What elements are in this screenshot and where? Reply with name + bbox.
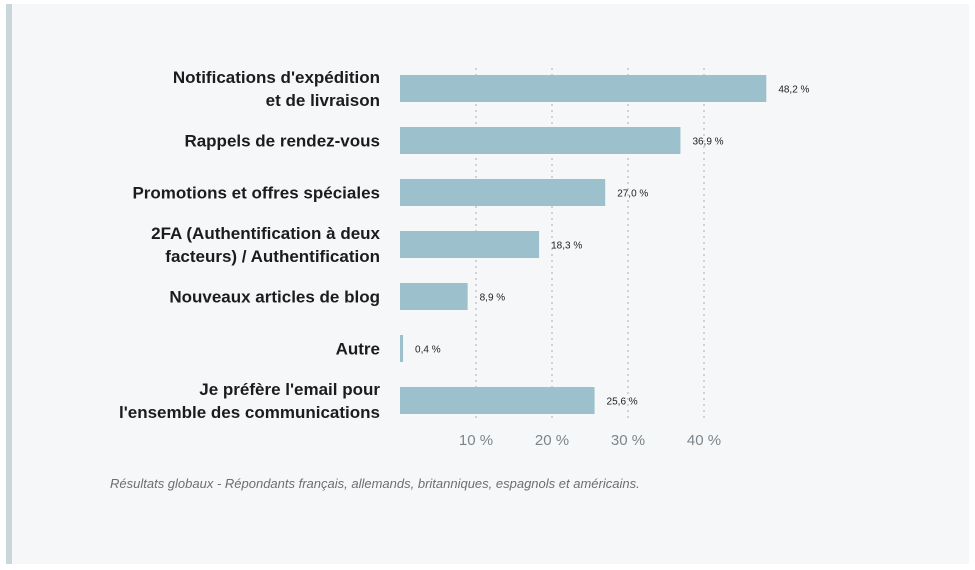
bar xyxy=(400,127,681,154)
bar xyxy=(400,179,606,206)
category-label: Promotions et offres spéciales xyxy=(132,184,380,203)
data-label: 48,2 % xyxy=(778,85,809,96)
data-label: 27,0 % xyxy=(617,189,648,200)
category-labels: Notifications d'expédition et de livraiso… xyxy=(119,68,381,422)
category-label: Notifications d'expédition et de livraiso… xyxy=(173,68,380,110)
grid-lines xyxy=(475,68,705,422)
data-label: 36,9 % xyxy=(692,137,723,148)
x-tick-labels: 10 % 20 % 30 % 40 % xyxy=(459,432,721,449)
bars xyxy=(400,75,767,414)
category-label: Nouveaux articles de blog xyxy=(169,288,380,307)
data-label: 8,9 % xyxy=(480,293,506,304)
bar-chart: Notifications d'expédition et de livraiso… xyxy=(119,68,810,449)
x-tick-label: 10 % xyxy=(459,432,493,449)
category-label: Je préfère l'email pour l'ensemble des co… xyxy=(119,380,380,422)
category-label: Rappels de rendez-vous xyxy=(184,132,380,151)
chart-panel: Notifications d'expédition et de livraiso… xyxy=(6,4,969,564)
value-labels: 48,2 % 36,9 % 27,0 % 18,3 % 8,9 % 0,4 % 25,6 % xyxy=(415,85,810,408)
category-label: Autre xyxy=(336,340,380,359)
data-label: 0,4 % xyxy=(415,345,441,356)
bar xyxy=(400,283,468,310)
x-tick-label: 20 % xyxy=(535,432,569,449)
bar xyxy=(400,75,767,102)
data-label: 25,6 % xyxy=(607,397,638,408)
category-label: 2FA (Authentification à deux facteurs) / … xyxy=(151,224,380,266)
x-tick-label: 30 % xyxy=(611,432,645,449)
x-tick-label: 40 % xyxy=(687,432,721,449)
bar xyxy=(400,335,404,362)
footnote: Résultats globaux - Répondants français,… xyxy=(110,476,640,491)
bar xyxy=(400,231,540,258)
data-label: 18,3 % xyxy=(551,241,582,252)
bar xyxy=(400,387,595,414)
